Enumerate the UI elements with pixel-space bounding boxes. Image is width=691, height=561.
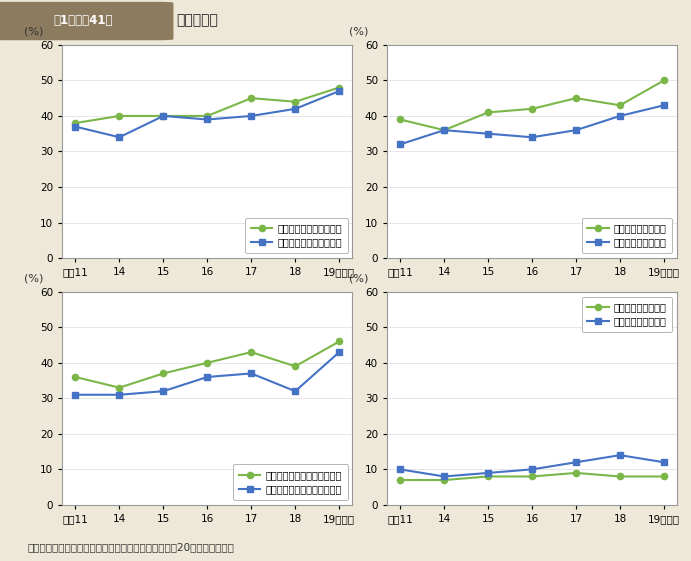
Legend: 経済的繁栄（女性）, 経済的繁栄（男性）: 経済的繁栄（女性）, 経済的繁栄（男性） xyxy=(582,297,672,332)
Text: (%): (%) xyxy=(349,26,368,36)
Legend: すぐれた文化や芸術（女性）, すぐれた文化や芸術（男性）: すぐれた文化や芸術（女性）, すぐれた文化や芸術（男性） xyxy=(234,465,348,500)
Text: (%): (%) xyxy=(24,26,44,36)
Legend: 美しい自然（女性）, 美しい自然（男性）: 美しい自然（女性）, 美しい自然（男性） xyxy=(582,218,672,253)
Legend: 長い歴史と伝統（女性）, 長い歴史と伝統（男性）: 長い歴史と伝統（女性）, 長い歴史と伝統（男性） xyxy=(245,218,348,253)
Text: 日本の誇り: 日本の誇り xyxy=(176,13,218,27)
Text: （備考）内閣府「社会意識に関する世論調査」（平成20年）より作成。: （備考）内閣府「社会意識に関する世論調査」（平成20年）より作成。 xyxy=(28,542,234,552)
Text: 第1－特－41図: 第1－特－41図 xyxy=(53,13,113,27)
Text: (%): (%) xyxy=(349,273,368,283)
FancyBboxPatch shape xyxy=(0,3,173,39)
Text: (%): (%) xyxy=(24,273,44,283)
